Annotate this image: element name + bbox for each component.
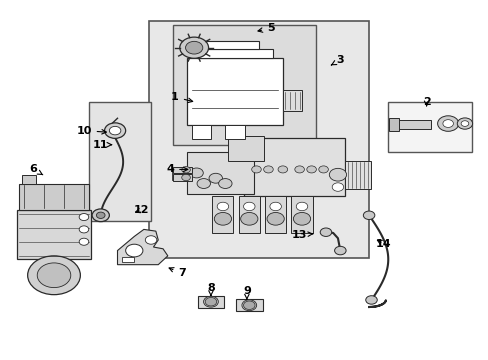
Text: 11: 11 [93,140,111,150]
Bar [21,175,36,184]
Circle shape [296,202,307,211]
Circle shape [320,228,331,237]
Text: 3: 3 [330,55,344,65]
Circle shape [96,212,105,219]
Circle shape [328,168,346,181]
Bar [291,196,312,233]
Circle shape [269,202,281,211]
Circle shape [203,296,218,307]
Circle shape [306,166,316,173]
Bar [197,296,224,308]
Circle shape [182,167,190,173]
Text: 7: 7 [169,268,186,279]
Circle shape [79,213,88,221]
Bar [397,120,430,129]
Bar [235,299,262,311]
Circle shape [104,123,125,138]
Circle shape [182,174,190,181]
Circle shape [460,121,468,126]
Bar [172,174,191,181]
Bar [244,138,345,196]
Bar [225,125,244,139]
Circle shape [263,166,273,173]
Circle shape [365,296,376,304]
Circle shape [456,118,471,129]
Bar [186,58,282,125]
Polygon shape [117,229,167,265]
Bar [122,257,134,262]
Text: 6: 6 [30,165,43,175]
Circle shape [37,263,71,288]
Bar [212,196,233,233]
Bar [282,90,302,111]
Circle shape [242,300,256,311]
Text: 14: 14 [375,239,390,248]
Bar [238,196,259,233]
Text: 4: 4 [166,165,187,174]
Circle shape [205,297,216,306]
Circle shape [442,120,452,127]
Text: 10: 10 [76,126,106,136]
Bar [227,136,263,161]
Bar [264,196,285,233]
Circle shape [92,209,109,222]
Bar [172,167,191,173]
Circle shape [79,238,88,245]
Text: 1: 1 [171,92,192,103]
Circle shape [208,173,222,183]
Text: 13: 13 [291,230,312,240]
Bar [186,152,254,194]
Circle shape [125,244,142,257]
Circle shape [214,212,231,225]
Text: 5: 5 [258,23,274,33]
Circle shape [251,166,261,173]
Circle shape [318,166,328,173]
Bar [171,170,183,180]
Text: 12: 12 [133,205,149,215]
Bar [196,49,273,58]
Circle shape [197,179,210,189]
Bar [206,41,258,49]
Circle shape [243,301,255,310]
Circle shape [437,116,458,131]
Bar [148,21,368,258]
Bar [191,125,210,139]
Bar [388,118,398,131]
Bar [89,102,151,221]
Circle shape [331,183,343,191]
Circle shape [218,179,232,189]
Circle shape [109,126,121,135]
Circle shape [363,211,374,220]
Text: 2: 2 [422,98,429,107]
Text: 8: 8 [206,283,214,296]
Text: 9: 9 [243,286,250,299]
Circle shape [189,168,203,178]
Circle shape [185,41,203,54]
Circle shape [180,37,208,58]
Circle shape [217,202,228,211]
Circle shape [266,212,284,225]
Bar [387,102,471,152]
Bar [172,25,316,145]
Bar [345,161,371,189]
Circle shape [293,212,310,225]
Bar [17,210,91,259]
Circle shape [334,246,346,255]
Circle shape [278,166,287,173]
Circle shape [240,212,257,225]
Bar [179,170,190,180]
Circle shape [243,202,255,211]
Circle shape [28,256,80,294]
Bar [19,184,89,210]
Circle shape [294,166,304,173]
Circle shape [145,236,157,244]
Circle shape [79,226,88,233]
